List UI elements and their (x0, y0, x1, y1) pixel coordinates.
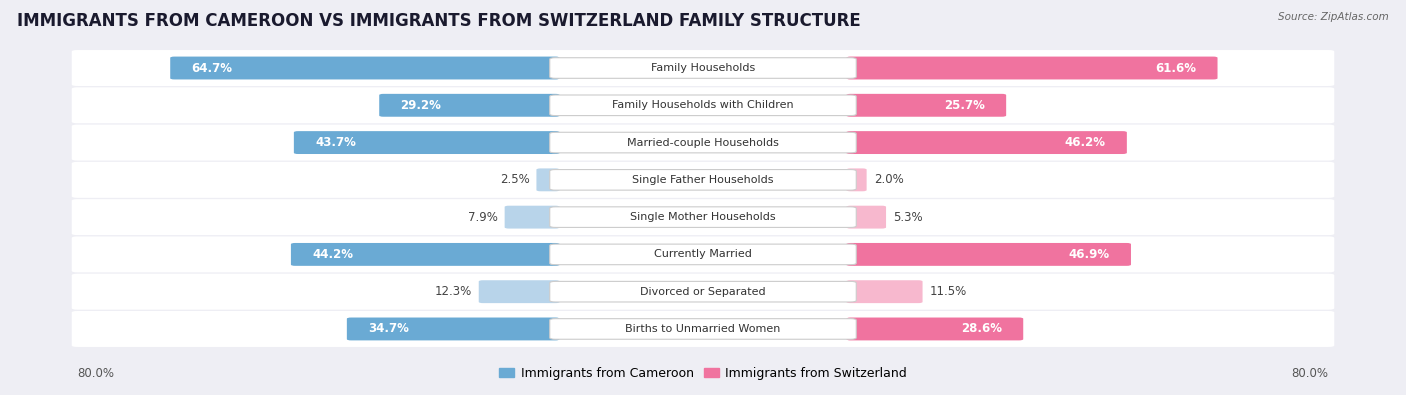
Text: 34.7%: 34.7% (368, 322, 409, 335)
Text: IMMIGRANTS FROM CAMEROON VS IMMIGRANTS FROM SWITZERLAND FAMILY STRUCTURE: IMMIGRANTS FROM CAMEROON VS IMMIGRANTS F… (17, 12, 860, 30)
Text: Single Father Households: Single Father Households (633, 175, 773, 185)
Text: 2.0%: 2.0% (873, 173, 904, 186)
FancyBboxPatch shape (846, 168, 866, 191)
Text: Divorced or Separated: Divorced or Separated (640, 287, 766, 297)
FancyBboxPatch shape (550, 281, 856, 302)
Text: 46.2%: 46.2% (1064, 136, 1105, 149)
FancyBboxPatch shape (72, 311, 1334, 347)
FancyBboxPatch shape (846, 318, 1024, 340)
FancyBboxPatch shape (550, 132, 856, 153)
Text: Single Mother Households: Single Mother Households (630, 212, 776, 222)
Text: 25.7%: 25.7% (945, 99, 986, 112)
FancyBboxPatch shape (550, 207, 856, 228)
Text: Family Households with Children: Family Households with Children (612, 100, 794, 110)
Text: 2.5%: 2.5% (499, 173, 530, 186)
FancyBboxPatch shape (505, 206, 560, 229)
Text: 80.0%: 80.0% (1292, 367, 1329, 380)
FancyBboxPatch shape (72, 87, 1334, 123)
Legend: Immigrants from Cameroon, Immigrants from Switzerland: Immigrants from Cameroon, Immigrants fro… (495, 362, 911, 385)
FancyBboxPatch shape (846, 243, 1130, 266)
Text: Births to Unmarried Women: Births to Unmarried Women (626, 324, 780, 334)
FancyBboxPatch shape (72, 162, 1334, 198)
Text: 12.3%: 12.3% (434, 285, 471, 298)
FancyBboxPatch shape (846, 94, 1007, 117)
FancyBboxPatch shape (72, 274, 1334, 310)
FancyBboxPatch shape (478, 280, 560, 303)
FancyBboxPatch shape (72, 124, 1334, 160)
FancyBboxPatch shape (170, 56, 560, 79)
Text: 44.2%: 44.2% (312, 248, 353, 261)
FancyBboxPatch shape (550, 319, 856, 339)
FancyBboxPatch shape (72, 50, 1334, 86)
Text: 11.5%: 11.5% (929, 285, 967, 298)
Text: 80.0%: 80.0% (77, 367, 114, 380)
Text: 28.6%: 28.6% (962, 322, 1002, 335)
FancyBboxPatch shape (291, 243, 560, 266)
Text: 64.7%: 64.7% (191, 62, 232, 75)
FancyBboxPatch shape (550, 95, 856, 116)
Text: 61.6%: 61.6% (1156, 62, 1197, 75)
Text: 7.9%: 7.9% (468, 211, 498, 224)
Text: 29.2%: 29.2% (401, 99, 441, 112)
Text: 46.9%: 46.9% (1069, 248, 1109, 261)
Text: 43.7%: 43.7% (315, 136, 356, 149)
Text: Currently Married: Currently Married (654, 249, 752, 260)
FancyBboxPatch shape (72, 237, 1334, 273)
FancyBboxPatch shape (846, 131, 1126, 154)
FancyBboxPatch shape (347, 318, 560, 340)
FancyBboxPatch shape (72, 199, 1334, 235)
FancyBboxPatch shape (846, 206, 886, 229)
FancyBboxPatch shape (294, 131, 560, 154)
FancyBboxPatch shape (550, 244, 856, 265)
Text: Married-couple Households: Married-couple Households (627, 137, 779, 148)
FancyBboxPatch shape (537, 168, 560, 191)
FancyBboxPatch shape (550, 169, 856, 190)
Text: Family Households: Family Households (651, 63, 755, 73)
FancyBboxPatch shape (550, 58, 856, 78)
FancyBboxPatch shape (846, 280, 922, 303)
FancyBboxPatch shape (380, 94, 560, 117)
FancyBboxPatch shape (846, 56, 1218, 79)
Text: Source: ZipAtlas.com: Source: ZipAtlas.com (1278, 12, 1389, 22)
Text: 5.3%: 5.3% (893, 211, 922, 224)
